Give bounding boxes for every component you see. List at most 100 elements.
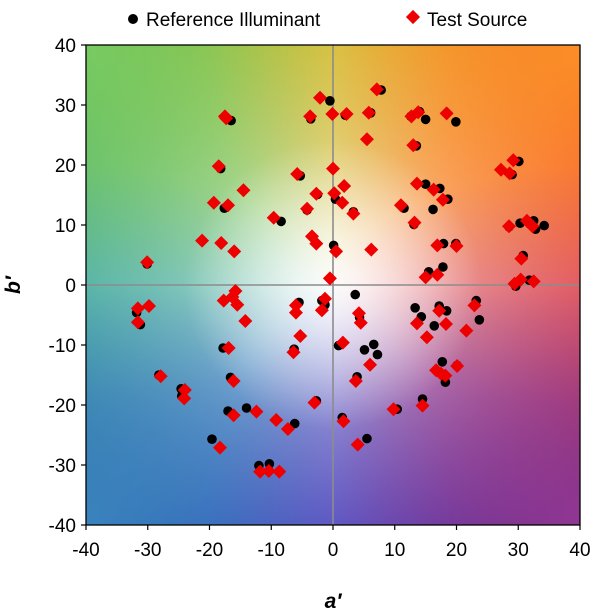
x-tick-label: -20 — [196, 540, 223, 561]
test-source-point — [426, 182, 441, 197]
test-source-point — [407, 215, 422, 230]
test-source-point — [228, 284, 243, 298]
y-tick-label: 30 — [55, 96, 76, 117]
test-source-point — [363, 357, 378, 372]
x-tick-label: 10 — [384, 540, 405, 561]
legend: Reference Illuminant Test Source — [128, 9, 527, 31]
test-source-point — [300, 201, 315, 216]
test-source-point — [253, 464, 268, 479]
reference-point — [359, 345, 370, 355]
reference-point — [420, 114, 431, 125]
test-source-point — [177, 391, 192, 406]
test-source-point — [335, 195, 350, 210]
x-tick-label: 0 — [328, 540, 339, 561]
reference-point — [474, 315, 485, 325]
x-tick-label: -30 — [134, 540, 161, 561]
test-source-point — [450, 359, 465, 373]
test-source-point — [359, 132, 374, 147]
test-source-point — [339, 107, 354, 121]
test-source-point — [364, 242, 379, 257]
reference-point — [437, 357, 448, 367]
y-axis-title: b′ — [2, 275, 25, 294]
test-source-point — [351, 306, 366, 321]
test-source-point — [314, 303, 329, 318]
y-tick-label: -30 — [49, 456, 76, 477]
test-source-point — [214, 236, 229, 250]
x-tick-label: 20 — [446, 540, 467, 561]
x-tick-label: 40 — [569, 540, 590, 561]
test-source-point — [261, 464, 276, 478]
x-tick-label: 30 — [508, 540, 529, 561]
test-source-point — [226, 374, 241, 388]
test-source-point — [419, 330, 434, 345]
reference-point — [420, 179, 431, 189]
test-source-point — [212, 440, 227, 455]
reference-point — [428, 204, 438, 215]
test-source-point — [238, 314, 253, 328]
test-source-point — [432, 303, 447, 318]
reference-point — [539, 220, 549, 231]
legend-marker-test — [405, 9, 421, 25]
test-source-point — [325, 107, 340, 121]
test-source-point — [327, 186, 342, 201]
reference-point — [368, 339, 379, 350]
test-source-point — [449, 239, 464, 253]
test-source-point — [177, 383, 192, 397]
test-source-point — [266, 210, 281, 225]
test-source-point — [211, 159, 226, 174]
y-axis: 40 30 20 10 0 -10 -20 -30 -40 — [49, 36, 86, 537]
test-source-point — [353, 315, 368, 330]
test-source-point — [393, 198, 408, 213]
test-source-point — [221, 198, 236, 213]
reference-point — [289, 418, 300, 429]
test-source-point — [513, 272, 528, 287]
test-source-point — [303, 109, 318, 124]
reference-point — [410, 303, 420, 313]
test-source-point — [430, 267, 445, 282]
test-source-point — [439, 106, 454, 121]
test-source-point — [230, 297, 245, 312]
test-source-point — [501, 219, 516, 234]
test-source-point — [415, 398, 430, 413]
y-tick-label: -10 — [49, 336, 76, 357]
reference-point — [362, 433, 372, 444]
test-source-point — [290, 167, 305, 181]
test-source-point — [219, 111, 234, 126]
test-source-point — [439, 317, 454, 331]
test-source-point — [269, 413, 284, 427]
x-tick-label: -40 — [72, 540, 99, 561]
test-source-point — [336, 414, 351, 429]
test-source-point — [502, 166, 517, 181]
test-source-point — [506, 153, 521, 168]
test-source-point — [280, 422, 295, 436]
test-source-point — [195, 233, 210, 248]
reference-point — [429, 321, 440, 331]
y-tick-label: 40 — [55, 36, 76, 57]
test-source-point — [317, 291, 332, 306]
reference-point — [325, 96, 335, 106]
test-source-point — [514, 251, 529, 266]
y-tick-label: 20 — [55, 156, 76, 177]
test-source-point — [525, 219, 540, 234]
test-source-point — [322, 271, 337, 286]
reference-point — [241, 403, 252, 413]
reference-point — [350, 289, 361, 300]
test-source-point — [288, 305, 303, 320]
test-source-point — [226, 408, 241, 423]
y-tick-label: 0 — [65, 276, 76, 297]
y-tick-label: -40 — [49, 516, 76, 537]
test-source-point — [361, 105, 376, 120]
test-source-point — [409, 316, 424, 331]
test-source-point — [369, 82, 384, 97]
test-source-point — [435, 192, 450, 207]
test-source-point — [337, 179, 352, 193]
x-axis: -40 -30 -20 -10 0 10 20 30 40 — [72, 525, 591, 561]
test-source-point — [329, 244, 344, 259]
test-source-point — [140, 255, 155, 270]
reference-point — [207, 434, 217, 445]
test-source-point — [288, 298, 303, 313]
legend-marker-reference — [128, 14, 138, 24]
test-source-point — [348, 374, 363, 388]
test-source-point — [411, 105, 426, 120]
